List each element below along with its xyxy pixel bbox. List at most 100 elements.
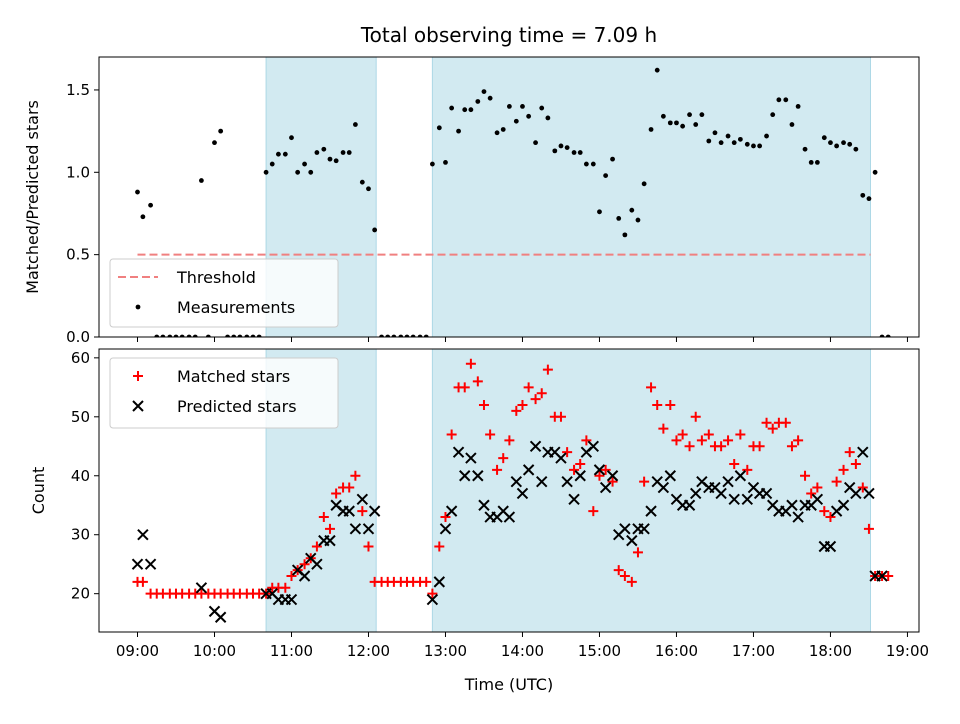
measurement-point [648, 127, 654, 132]
matched-point [472, 376, 483, 387]
x-tick-label: 14:00 [501, 642, 544, 660]
matched-point [523, 382, 534, 393]
measurement-point [712, 130, 718, 136]
predicted-point [811, 493, 824, 506]
y-tick-label: 0.0 [66, 328, 90, 346]
series-measurements [135, 67, 891, 337]
predicted-point [311, 558, 323, 570]
measurement-point [289, 135, 294, 141]
measurement-point [828, 140, 833, 146]
measurement-point [866, 196, 872, 202]
predicted-point [760, 487, 773, 500]
predicted-point [529, 440, 542, 452]
measurement-point [314, 150, 320, 155]
matched-point [652, 400, 663, 411]
y-tick-label: 1.0 [66, 163, 90, 181]
predicted-point [741, 493, 754, 506]
predicted-point [619, 523, 631, 535]
matched-point [542, 364, 553, 375]
measurement-point [443, 160, 448, 165]
measurement-point [783, 97, 789, 103]
measurement-point [577, 150, 583, 155]
matched-point [819, 506, 830, 517]
measurement-point [885, 334, 891, 337]
matched-point [350, 470, 361, 481]
measurement-point [674, 120, 679, 126]
matched-point [421, 576, 432, 587]
measurement-point [603, 173, 609, 178]
measurement-point [167, 334, 173, 337]
predicted-point [690, 487, 702, 500]
x-tick-label: 19:00 [886, 642, 929, 660]
measurement-point [327, 156, 333, 162]
matched-point [786, 441, 797, 452]
legend-label: Predicted stars [177, 397, 297, 416]
x-tick-label: 15:00 [578, 642, 621, 660]
measurement-point [468, 107, 474, 113]
predicted-point [510, 475, 523, 488]
measurement-point [404, 334, 410, 337]
measurement-point [256, 334, 262, 337]
matched-point [665, 400, 676, 411]
x-tick-label: 09:00 [116, 642, 159, 660]
measurement-point [275, 151, 281, 157]
matched-point [793, 435, 804, 446]
y-tick-label: 30 [71, 526, 90, 544]
measurement-point [352, 122, 358, 127]
matched-point [613, 565, 624, 576]
predicted-point [137, 529, 149, 541]
predicted-point [593, 464, 606, 476]
predicted-point [503, 511, 516, 523]
measurement-point [789, 122, 795, 127]
y-axis-label: Matched/Predicted stars [23, 100, 42, 294]
measurement-point [302, 161, 307, 167]
observing-span [431, 349, 871, 632]
matched-point [658, 423, 669, 434]
matched-point [632, 547, 643, 558]
measurement-point [385, 334, 391, 337]
matched-point [459, 382, 470, 393]
predicted-point [574, 470, 586, 482]
measurement-point [853, 146, 859, 152]
predicted-point [599, 481, 612, 494]
matched-point [575, 458, 586, 469]
predicted-point [568, 493, 580, 506]
measurement-point [808, 160, 814, 165]
observing-span [431, 57, 871, 337]
matched-point [492, 464, 503, 475]
measurement-point [494, 130, 500, 136]
predicted-point [478, 499, 490, 511]
measurement-point [737, 136, 743, 142]
measurement-point [487, 95, 493, 101]
measurement-point [340, 150, 346, 155]
matched-point [723, 435, 734, 446]
measurement-point [533, 140, 538, 146]
x-tick-label: 11:00 [270, 642, 313, 660]
predicted-point [561, 475, 573, 488]
measurement-point [269, 161, 275, 167]
y-tick-label: 0.5 [66, 246, 90, 264]
measurement-point [282, 151, 288, 157]
measurement-point [635, 217, 641, 223]
predicted-point [606, 470, 619, 482]
measurement-point [526, 113, 532, 119]
measurement-point [308, 169, 314, 175]
measurement-point [622, 232, 628, 238]
x-tick-label: 17:00 [732, 642, 775, 660]
matched-point [767, 423, 778, 434]
measurement-point [456, 128, 461, 134]
matched-point [562, 447, 573, 458]
measurement-point [706, 138, 712, 144]
predicted-point [452, 446, 465, 458]
legend-matched-swatch [133, 371, 143, 381]
legend-label: Measurements [177, 298, 295, 317]
legend-box [109, 357, 339, 429]
legend-box [109, 258, 339, 328]
predicted-point [368, 505, 381, 517]
matched-point [696, 435, 707, 446]
measurement-point [199, 178, 204, 183]
measurement-point [693, 122, 699, 127]
x-tick-label: 12:00 [347, 642, 390, 660]
measurement-point [346, 150, 352, 155]
